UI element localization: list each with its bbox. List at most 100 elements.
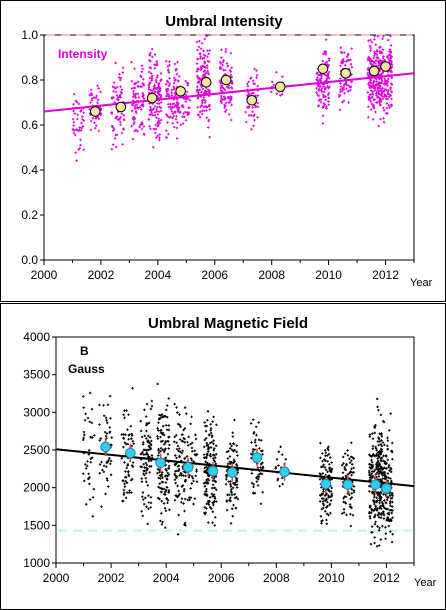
magnetic-field-point [144,476,148,480]
intensity-point [388,54,392,57]
intensity-point [389,103,393,106]
magnetic-field-point [322,497,325,500]
magnetic-field-point [319,441,322,445]
intensity-point [340,59,344,63]
magnetic-field-y-tick-label: 2000 [23,481,50,495]
intensity-point [230,103,233,107]
intensity-point [184,93,188,97]
magnetic-field-point [204,490,207,493]
magnetic-field-point [145,469,148,472]
magnetic-field-point [158,486,162,490]
intensity-point [133,67,136,70]
intensity-point [203,62,206,65]
intensity-point [219,84,223,88]
magnetic-field-point [380,501,384,504]
intensity-mean-marker [368,65,380,77]
intensity-point [114,90,118,94]
magnetic-field-point [252,483,256,486]
intensity-point [169,102,172,106]
magnetic-field-point [350,441,353,444]
magnetic-field-point [177,449,180,453]
magnetic-field-point [391,457,394,461]
intensity-point [120,131,124,135]
magnetic-field-point [250,481,254,485]
intensity-point [220,94,223,98]
magnetic-field-point [148,465,151,468]
magnetic-field-point [129,479,133,482]
magnetic-field-point [160,490,163,494]
intensity-point [366,73,369,77]
intensity-point [280,93,284,96]
intensity-point [183,115,186,119]
magnetic-field-point [255,480,259,483]
magnetic-field-point [371,476,374,479]
intensity-point [139,85,142,88]
intensity-point [318,78,322,81]
magnetic-field-point [148,436,152,439]
magnetic-field-point [125,466,128,470]
intensity-point [208,103,211,107]
intensity-point [252,92,255,95]
intensity-point [321,114,325,118]
intensity-point [256,116,259,119]
magnetic-field-point [342,462,345,465]
magnetic-field-point [350,496,354,499]
intensity-point [178,75,181,78]
intensity-point [347,101,350,104]
magnetic-field-point [165,497,168,500]
intensity-x-tick-label: 2004 [144,268,171,282]
intensity-point [281,75,284,78]
magnetic-field-point [352,457,355,460]
intensity-point [228,97,232,100]
magnetic-field-point [351,471,354,474]
intensity-point [389,50,393,53]
intensity-point [95,116,98,119]
magnetic-field-point [146,522,149,526]
intensity-point [321,106,325,109]
intensity-point [374,83,378,86]
magnetic-field-point [174,494,177,497]
magnetic-field-point [209,452,212,456]
intensity-point [369,100,372,103]
intensity-point [205,116,208,119]
magnetic-field-point [352,466,355,470]
intensity-point [153,53,157,56]
intensity-point [381,97,385,101]
intensity-point [368,86,371,89]
magnetic-field-point [123,485,127,488]
intensity-point [227,101,230,104]
intensity-point [327,91,331,95]
magnetic-field-point [391,516,394,519]
intensity-point [152,146,155,149]
magnetic-field-point [130,432,133,436]
magnetic-field-point [204,460,207,464]
magnetic-field-point [130,437,133,440]
intensity-point [252,114,255,118]
intensity-point [255,76,258,79]
intensity-point [72,103,75,106]
magnetic-field-point [85,467,88,470]
intensity-point [206,69,210,73]
intensity-point [207,119,210,123]
magnetic-field-point [230,493,234,497]
intensity-point [173,105,176,109]
magnetic-field-point [213,460,217,463]
intensity-point [368,44,372,48]
intensity-point [366,68,369,71]
magnetic-field-point [147,455,150,458]
intensity-point [117,117,120,121]
intensity-point [247,114,251,117]
intensity-mean-marker [175,85,186,97]
magnetic-field-point [190,446,194,450]
magnetic-field-point [210,435,214,439]
magnetic-field-point [167,489,171,492]
magnetic-field-point [327,488,330,492]
magnetic-field-point [235,463,238,466]
magnetic-field-point [159,440,163,443]
intensity-point [176,60,179,64]
magnetic-field-point [210,440,213,444]
magnetic-field-point [101,468,104,472]
intensity-point [176,109,180,112]
magnetic-field-point [189,442,192,446]
intensity-point [208,91,211,94]
